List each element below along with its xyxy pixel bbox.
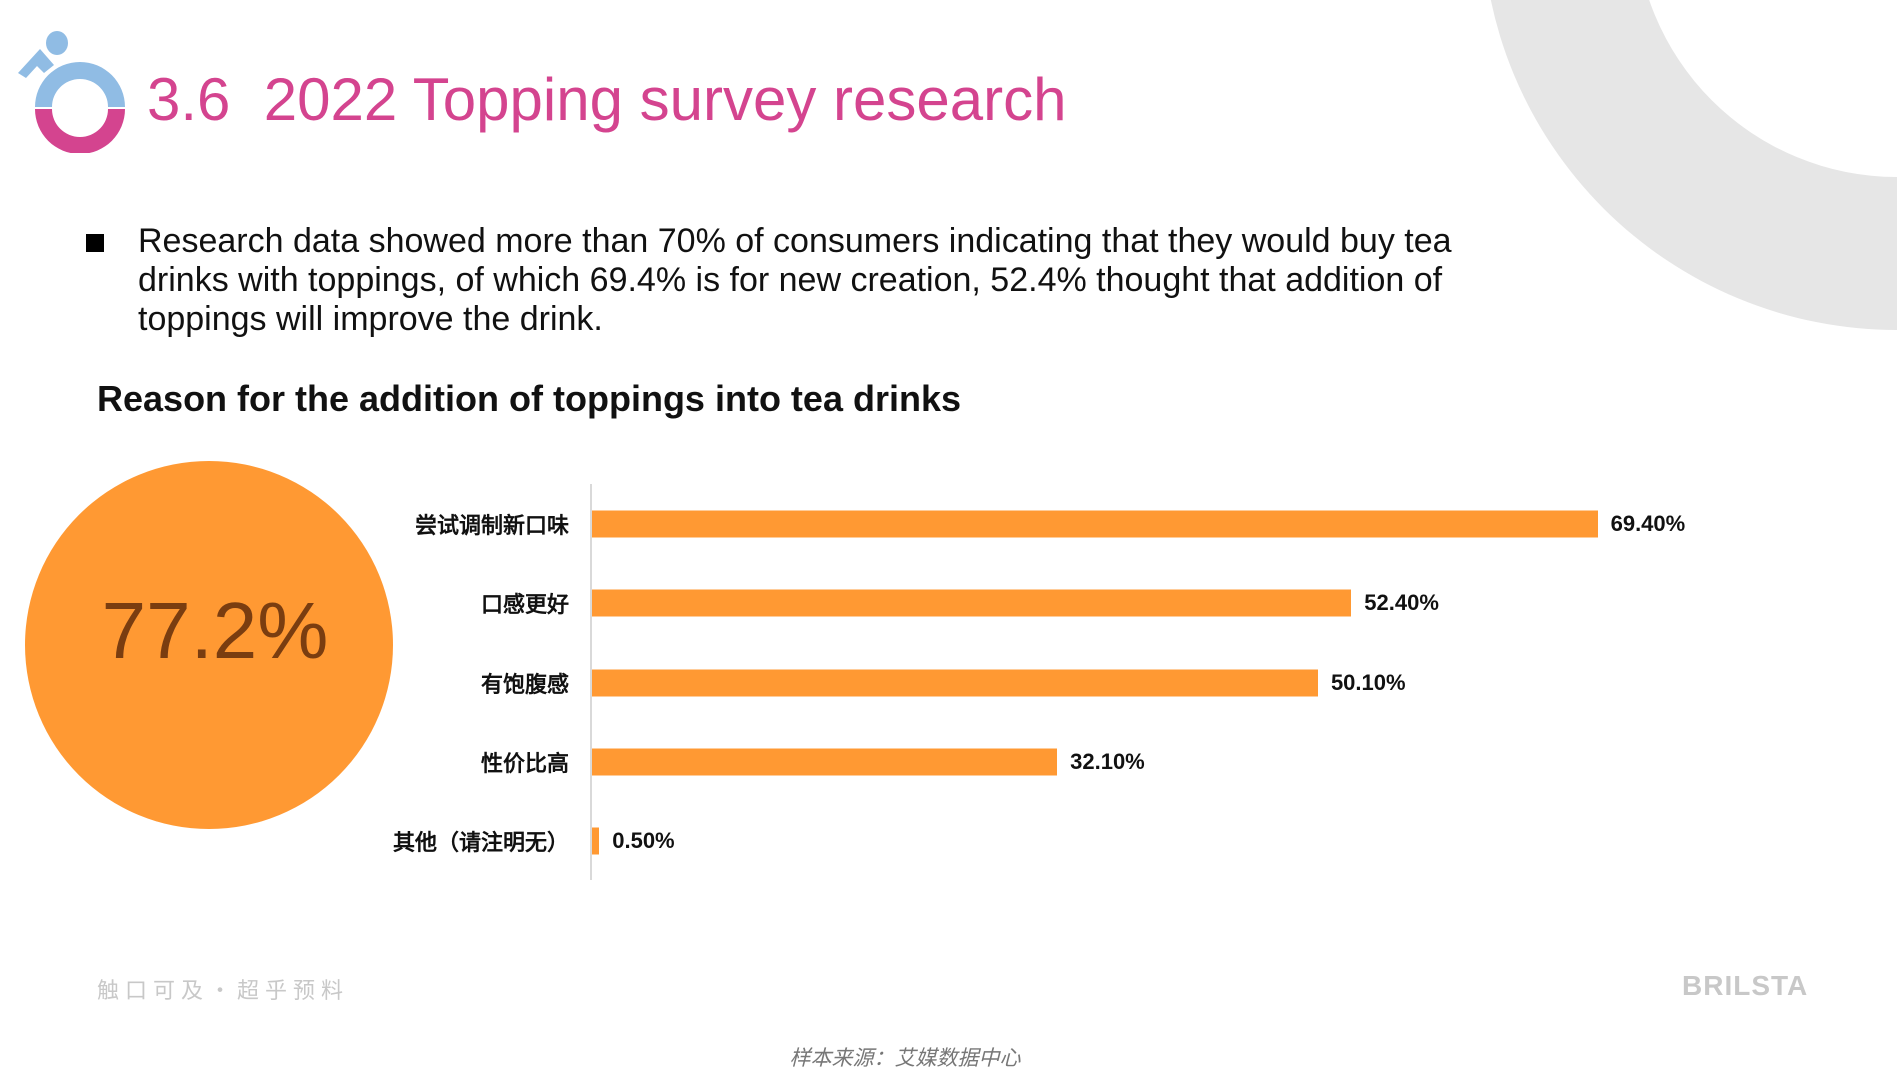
bar <box>592 827 600 855</box>
data-label: 50.10% <box>1330 669 1406 695</box>
logo-icon <box>18 31 125 153</box>
bullet-square-icon <box>86 234 104 252</box>
decorative-ring <box>1490 0 1897 330</box>
bar <box>592 669 1318 697</box>
category-label: 其他（请注明无） <box>392 830 569 856</box>
page-title: 3.6 2022 Topping survey research <box>147 66 1067 133</box>
footer-slogan: 触口可及・超乎预料 <box>97 978 350 1003</box>
chart-axis <box>590 484 592 880</box>
data-source: 样本来源：艾媒数据中心 <box>789 1047 1021 1070</box>
highlight-value: 77.2% <box>101 586 329 675</box>
highlight-circle <box>25 461 393 829</box>
data-label: 52.40% <box>1364 590 1439 616</box>
bar <box>592 589 1352 617</box>
data-label: 32.10% <box>1070 748 1145 774</box>
bar <box>592 510 1598 538</box>
summary-text: Research data showed more than 70% of co… <box>138 222 1452 338</box>
chart-title: Reason for the addition of toppings into… <box>97 378 961 419</box>
category-label: 口感更好 <box>480 592 569 618</box>
category-label: 性价比高 <box>480 750 569 776</box>
brand-logo: BRILSTA <box>1682 970 1809 1001</box>
data-label: 0.50% <box>612 828 675 854</box>
category-label: 有饱腹感 <box>480 671 569 697</box>
bar <box>592 748 1058 776</box>
category-label: 尝试调制新口味 <box>414 513 569 538</box>
data-label: 69.40% <box>1610 511 1686 536</box>
